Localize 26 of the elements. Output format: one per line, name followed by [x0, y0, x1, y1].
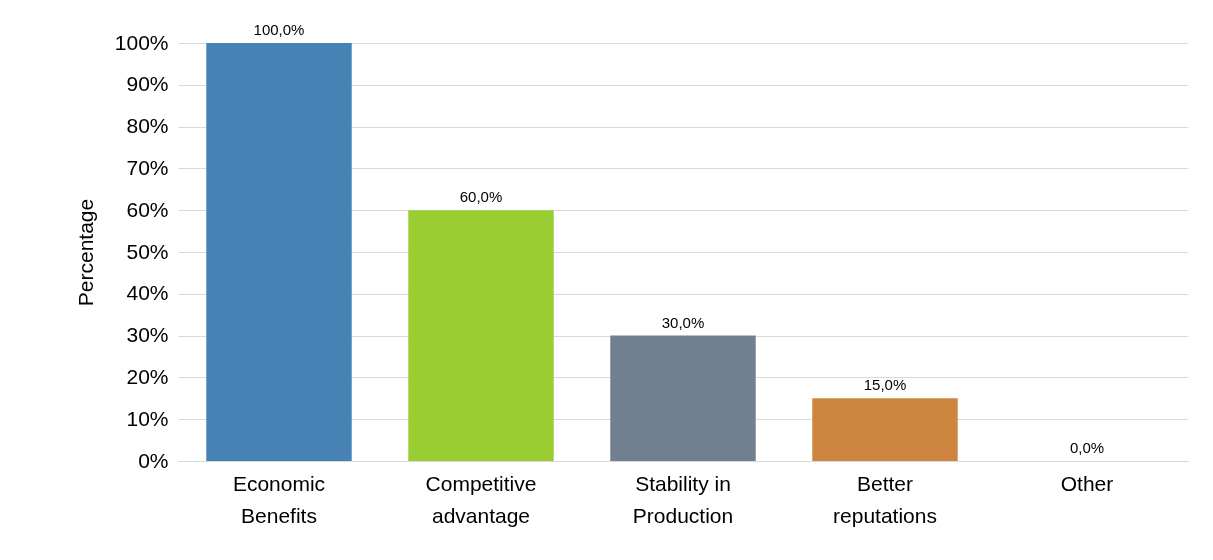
bar [408, 210, 554, 461]
x-tick-label: Competitive advantage [425, 471, 537, 527]
y-tick-label: 80% [126, 114, 169, 138]
y-tick-label: 50% [126, 239, 169, 263]
y-tick-label: 60% [126, 197, 169, 221]
y-tick-label: 10% [126, 406, 169, 430]
data-label: 0,0% [1069, 439, 1105, 456]
data-label: 30,0% [661, 313, 705, 331]
y-tick-label: 20% [126, 364, 169, 388]
x-tick-label: Better reputations [833, 471, 937, 527]
y-tick-label: 100% [114, 30, 169, 54]
y-tick-label: 30% [126, 323, 169, 347]
x-tick-label: Stability in Production [632, 471, 734, 527]
bar [206, 43, 352, 461]
bar [610, 335, 756, 461]
y-tick-label: 70% [126, 155, 169, 179]
data-label: 60,0% [459, 188, 503, 206]
data-label: 15,0% [863, 376, 907, 394]
y-tick-label: 40% [126, 281, 169, 305]
y-axis-title: Percentage [73, 198, 97, 307]
x-tick-label: Economic Benefits [232, 471, 326, 527]
bar [812, 398, 958, 461]
data-label: 100,0% [253, 21, 305, 38]
y-tick-label: 0% [138, 448, 169, 472]
x-tick-label: Other [1060, 471, 1114, 495]
y-tick-label: 90% [126, 72, 169, 96]
